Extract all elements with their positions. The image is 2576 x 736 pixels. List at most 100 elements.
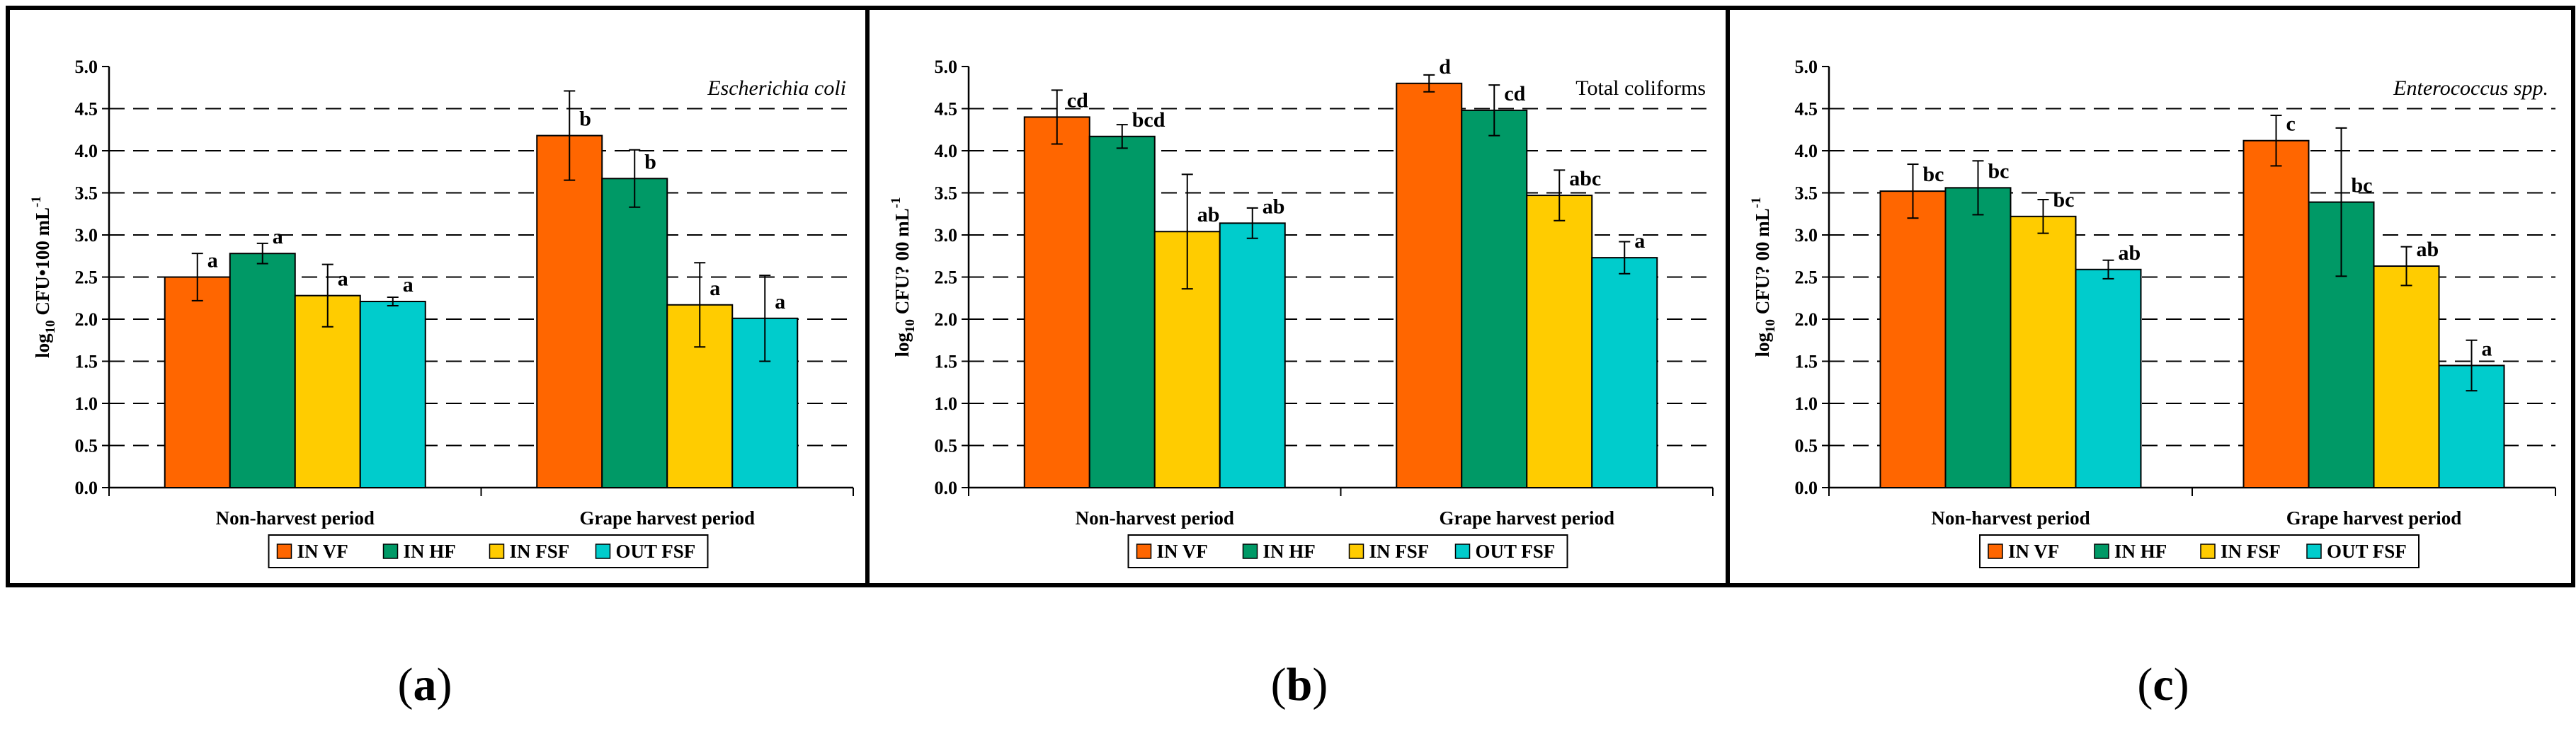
significance-letter: c bbox=[2286, 113, 2296, 136]
y-tick-label: 1.0 bbox=[935, 393, 958, 414]
bar bbox=[1219, 222, 1286, 488]
legend-swatch bbox=[1348, 544, 1364, 559]
y-tick-label: 0.0 bbox=[1795, 478, 1818, 498]
significance-letter: a bbox=[403, 273, 414, 297]
bar bbox=[1023, 116, 1090, 488]
y-tick-label: 2.0 bbox=[1795, 309, 1818, 330]
panel-label-b: (b) bbox=[1270, 659, 1328, 711]
legend-label: IN HF bbox=[1263, 541, 1316, 562]
significance-letter: b bbox=[579, 108, 591, 131]
y-axis-label: log10 CFU•100 mL-1 bbox=[29, 196, 58, 358]
significance-letter: a bbox=[775, 290, 785, 314]
bar bbox=[1088, 135, 1156, 489]
chart-svg-b: 0.0 0.5 1.0 1.5 2.0 2.5 3.0 3.5 4.0 4.5 5.0 cd bcd ab… bbox=[889, 55, 1714, 568]
chart-svg-c: 0.0 0.5 1.0 1.5 2.0 2.5 3.0 3.5 4.0 4.5 5.0 bc bc bc a… bbox=[1749, 57, 2556, 568]
legend-label: IN FSF bbox=[510, 541, 570, 562]
bar bbox=[2075, 268, 2142, 488]
bar bbox=[164, 276, 231, 488]
y-tick-label: 1.5 bbox=[935, 352, 958, 372]
legend-swatch bbox=[595, 544, 611, 559]
y-tick-label: 0.5 bbox=[1795, 436, 1818, 456]
legend-label: IN FSF bbox=[1369, 541, 1430, 562]
bar bbox=[1526, 195, 1593, 488]
x-category-label: Grape harvest period bbox=[2286, 507, 2461, 529]
y-tick-label: 1.5 bbox=[75, 352, 98, 372]
y-tick-label: 2.5 bbox=[935, 268, 958, 288]
y-tick-label: 4.5 bbox=[1795, 99, 1818, 120]
y-tick-label: 4.5 bbox=[75, 99, 98, 120]
y-tick-label: 1.0 bbox=[75, 393, 98, 414]
panel-label-c: (c) bbox=[2137, 659, 2189, 711]
y-tick-label: 4.0 bbox=[1795, 141, 1818, 161]
legend-label: IN FSF bbox=[2221, 541, 2281, 562]
bar bbox=[536, 134, 603, 489]
significance-letter: a bbox=[207, 249, 218, 272]
significance-letter: bcd bbox=[1132, 108, 1166, 132]
bar bbox=[359, 301, 426, 488]
legend-box bbox=[268, 534, 709, 568]
legend-box bbox=[1127, 534, 1568, 568]
y-tick-label: 3.5 bbox=[1795, 183, 1818, 204]
significance-letter: a bbox=[273, 225, 283, 248]
significance-letter: bc bbox=[1988, 159, 2010, 183]
significance-letter: a bbox=[1634, 229, 1645, 253]
bar bbox=[2373, 265, 2440, 488]
legend-swatch bbox=[1454, 544, 1471, 559]
y-tick-label: 4.0 bbox=[75, 141, 98, 161]
x-category-label: Non-harvest period bbox=[216, 507, 375, 529]
y-tick-label: 4.0 bbox=[935, 141, 958, 161]
panel-label-a: (a) bbox=[397, 659, 452, 711]
chart-panel-c: 0.0 0.5 1.0 1.5 2.0 2.5 3.0 3.5 4.0 4.5 5.0 bc bc bc a… bbox=[1726, 6, 2575, 587]
legend-label: IN VF bbox=[2008, 541, 2059, 562]
chart-title: Escherichia coli bbox=[707, 76, 846, 100]
y-tick-label: 0.0 bbox=[75, 478, 98, 498]
legend-swatch bbox=[2094, 544, 2109, 559]
bar bbox=[601, 178, 668, 489]
significance-letter: ab bbox=[2119, 241, 2141, 265]
bar bbox=[229, 253, 296, 488]
legend-label: IN VF bbox=[1157, 541, 1208, 562]
significance-letter: a bbox=[2482, 337, 2492, 360]
x-category-label: Grape harvest period bbox=[580, 507, 755, 529]
legend-label: OUT FSF bbox=[1476, 541, 1556, 562]
y-tick-label: 4.5 bbox=[935, 99, 958, 120]
chart-title: Total coliforms bbox=[1575, 76, 1706, 100]
significance-letter: b bbox=[644, 150, 656, 173]
chart-svg-a: 0.0 0.5 1.0 1.5 2.0 2.5 3.0 3.5 4.0 4.5 5.0 a a a a Non… bbox=[29, 57, 854, 568]
legend-swatch bbox=[382, 544, 399, 559]
bar bbox=[1591, 257, 1658, 488]
significance-letter: ab bbox=[2417, 238, 2439, 261]
legend-label: IN VF bbox=[297, 541, 348, 562]
significance-letter: cd bbox=[1067, 88, 1088, 112]
legend-swatch bbox=[1136, 544, 1152, 559]
y-tick-label: 2.5 bbox=[1795, 268, 1818, 288]
legend-swatch bbox=[276, 544, 292, 559]
legend-label: OUT FSF bbox=[616, 541, 696, 562]
significance-letter: bc bbox=[2053, 188, 2075, 212]
y-tick-label: 1.0 bbox=[1795, 393, 1818, 414]
legend-label: IN HF bbox=[2114, 541, 2167, 562]
x-category-label: Non-harvest period bbox=[1931, 507, 2090, 529]
significance-letter: bc bbox=[2352, 174, 2373, 197]
y-tick-label: 3.5 bbox=[75, 183, 98, 204]
y-tick-label: 0.5 bbox=[75, 436, 98, 456]
y-tick-label: 3.0 bbox=[75, 225, 98, 246]
x-category-label: Grape harvest period bbox=[1440, 507, 1614, 529]
significance-letter: abc bbox=[1569, 167, 1601, 190]
bar bbox=[1461, 109, 1528, 488]
legend-swatch bbox=[1242, 544, 1258, 559]
bar bbox=[294, 294, 361, 488]
y-tick-label: 5.0 bbox=[1795, 57, 1818, 77]
bar bbox=[2242, 139, 2310, 488]
y-tick-label: 5.0 bbox=[75, 57, 98, 77]
significance-letter: cd bbox=[1504, 82, 1525, 105]
significance-letter: a bbox=[709, 277, 720, 300]
y-axis-label: log10 CFU? 00 mL-1 bbox=[1749, 197, 1778, 357]
y-tick-label: 3.0 bbox=[1795, 225, 1818, 246]
legend-box bbox=[1979, 534, 2420, 568]
chart-panel-b: 0.0 0.5 1.0 1.5 2.0 2.5 3.0 3.5 4.0 4.5 5.0 cd bcd ab… bbox=[865, 6, 1733, 587]
bar bbox=[1879, 190, 1947, 488]
legend-swatch bbox=[489, 544, 505, 559]
y-tick-label: 2.0 bbox=[935, 309, 958, 330]
legend-swatch bbox=[2306, 544, 2322, 559]
